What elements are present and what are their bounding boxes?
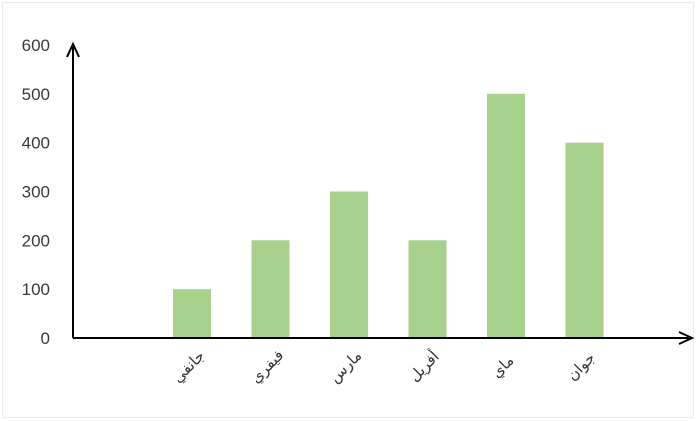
x-tick-labels: جانفي فيفري مارس أفريل ماي جوان [169,346,599,387]
y-tick-labels: 0 100 200 300 400 500 600 [22,36,50,348]
y-tick-label: 0 [41,329,50,348]
x-tick-label: مارس [326,347,366,387]
x-tick-label: فيفري [247,346,288,387]
x-tick-label: جانفي [169,347,209,387]
x-axis-arrow [678,331,695,345]
y-tick-label: 300 [22,183,50,202]
axes-layer [66,41,695,345]
y-axis-arrow [66,41,80,58]
bar-2 [251,240,290,338]
x-tick-label: ماي [487,351,518,382]
y-tick-label: 400 [22,134,50,153]
x-tick-label: أفريل [404,347,442,385]
bars-layer [173,93,604,338]
y-tick-label: 500 [22,85,50,104]
bar-6 [565,142,604,338]
bar-1 [173,289,211,338]
y-tick-label: 600 [22,36,50,55]
x-tick-label: جوان [563,349,599,385]
y-tick-label: 100 [22,280,50,299]
bar-5 [487,93,525,338]
y-tick-label: 200 [22,231,50,250]
bar-4 [408,240,447,338]
bar-3 [330,191,368,338]
